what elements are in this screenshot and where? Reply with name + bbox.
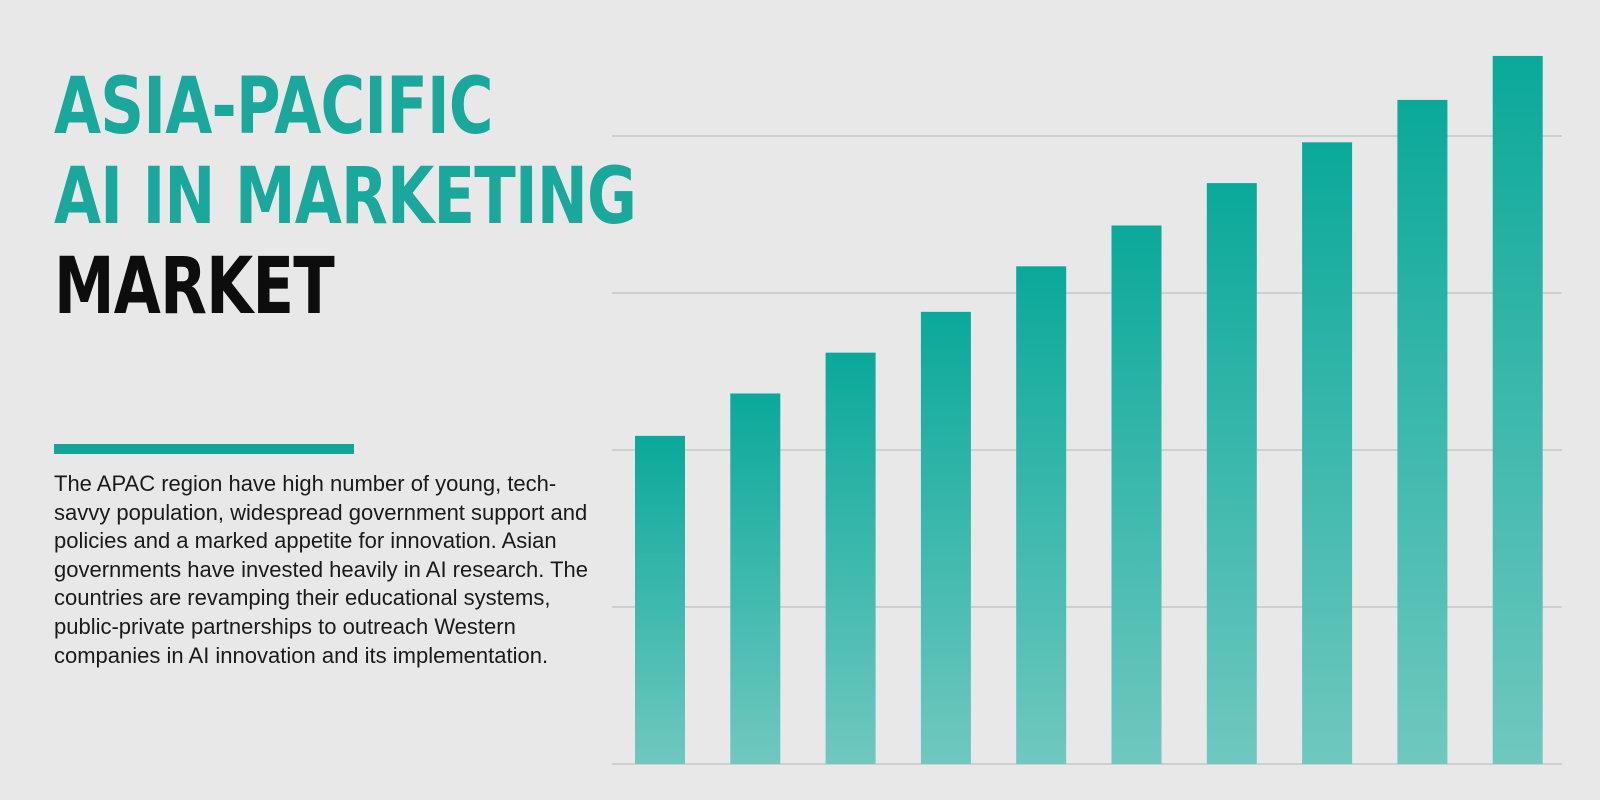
description-text: The APAC region have high number of youn… [54,471,589,668]
bar-4 [920,311,971,764]
page-title: ASIA-PACIFIC AI IN MARKETING MARKET [54,62,637,332]
bar-2 [730,393,781,764]
bar-6 [1111,225,1162,765]
bar-7 [1206,183,1257,765]
bar-3 [825,352,876,764]
bars [635,55,1543,765]
bar-9 [1397,99,1448,764]
title-line-2: AI IN MARKETING [54,152,637,242]
bar-10 [1492,55,1543,765]
bar-5 [1016,266,1067,764]
title-divider [54,444,354,454]
title-line-1: ASIA-PACIFIC [54,62,494,152]
bar-8 [1302,142,1353,764]
title-line-3: MARKET [54,242,335,332]
bar-1 [635,435,685,764]
